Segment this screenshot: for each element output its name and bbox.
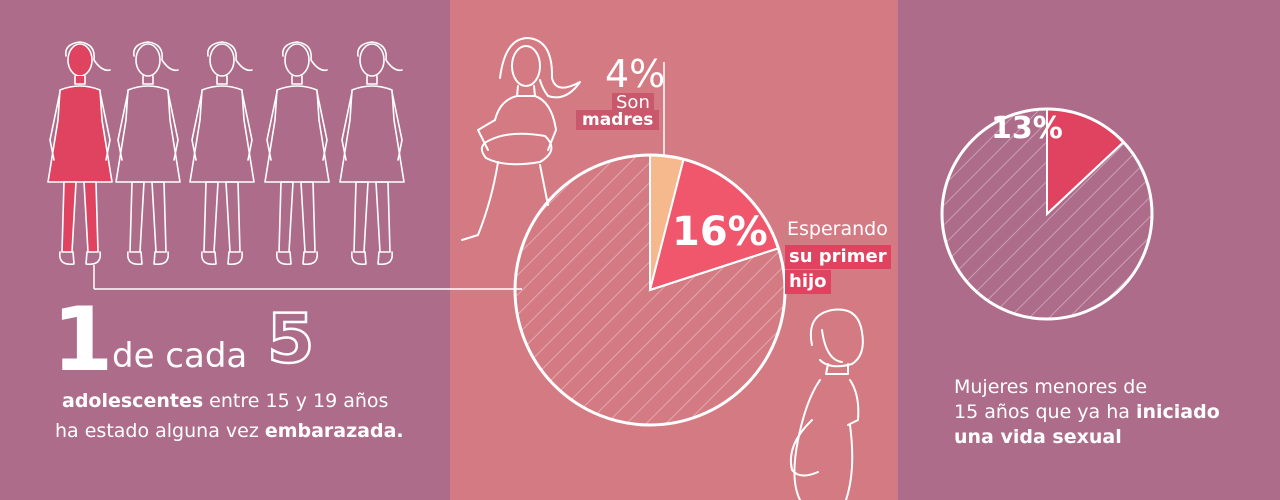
number-one: 1 bbox=[52, 288, 114, 391]
mother-with-baby-illustration bbox=[461, 37, 581, 241]
pregnant-woman-illustration bbox=[790, 308, 864, 500]
figures-row bbox=[47, 41, 405, 266]
esperando-label-line-2: su primer bbox=[785, 245, 891, 269]
number-five: 5 bbox=[266, 299, 316, 381]
caption-line-2-rest: 15 años que ya ha bbox=[954, 401, 1136, 423]
caption-line-3: una vida sexual bbox=[954, 426, 1122, 448]
figure-outline bbox=[115, 41, 181, 266]
madres-percent: 4% bbox=[605, 52, 666, 96]
figure-outline bbox=[264, 41, 330, 266]
madres-label-line-2: madres bbox=[576, 110, 660, 130]
figure-outline bbox=[189, 41, 255, 266]
pie-chart-sexual-activity bbox=[940, 107, 1154, 321]
caption-line-2-bold: iniciado bbox=[1135, 401, 1220, 423]
statement-line-2-rest: ha estado alguna vez bbox=[55, 420, 265, 442]
esperando-percent: 16% bbox=[672, 209, 768, 255]
embarazada-bold: embarazada. bbox=[264, 420, 404, 442]
de-cada-label: de cada bbox=[112, 336, 248, 376]
pie-outline bbox=[940, 107, 1154, 321]
figure-outline bbox=[339, 41, 405, 266]
sexual-activity-caption: Mujeres menores de 15 años que ya ha ini… bbox=[954, 375, 1254, 450]
statement-line-2: ha estado alguna vez embarazada. bbox=[55, 418, 404, 444]
esperando-label-line-1: Esperando bbox=[787, 218, 888, 240]
statement-line-1: adolescentes entre 15 y 19 años bbox=[62, 389, 388, 413]
esperando-label-line-3: hijo bbox=[785, 270, 831, 294]
caption-line-1: Mujeres menores de bbox=[954, 376, 1148, 398]
madres-label-line-1: Son bbox=[612, 93, 654, 113]
adolescentes-bold: adolescentes bbox=[62, 390, 204, 412]
pie-chart-pregnancy bbox=[513, 153, 787, 427]
caption-line-2: 15 años que ya ha iniciado bbox=[954, 400, 1254, 425]
sexual-activity-percent: 13% bbox=[991, 111, 1063, 146]
figure-highlighted bbox=[47, 41, 113, 266]
statement-line-1-rest: entre 15 y 19 años bbox=[203, 390, 389, 412]
